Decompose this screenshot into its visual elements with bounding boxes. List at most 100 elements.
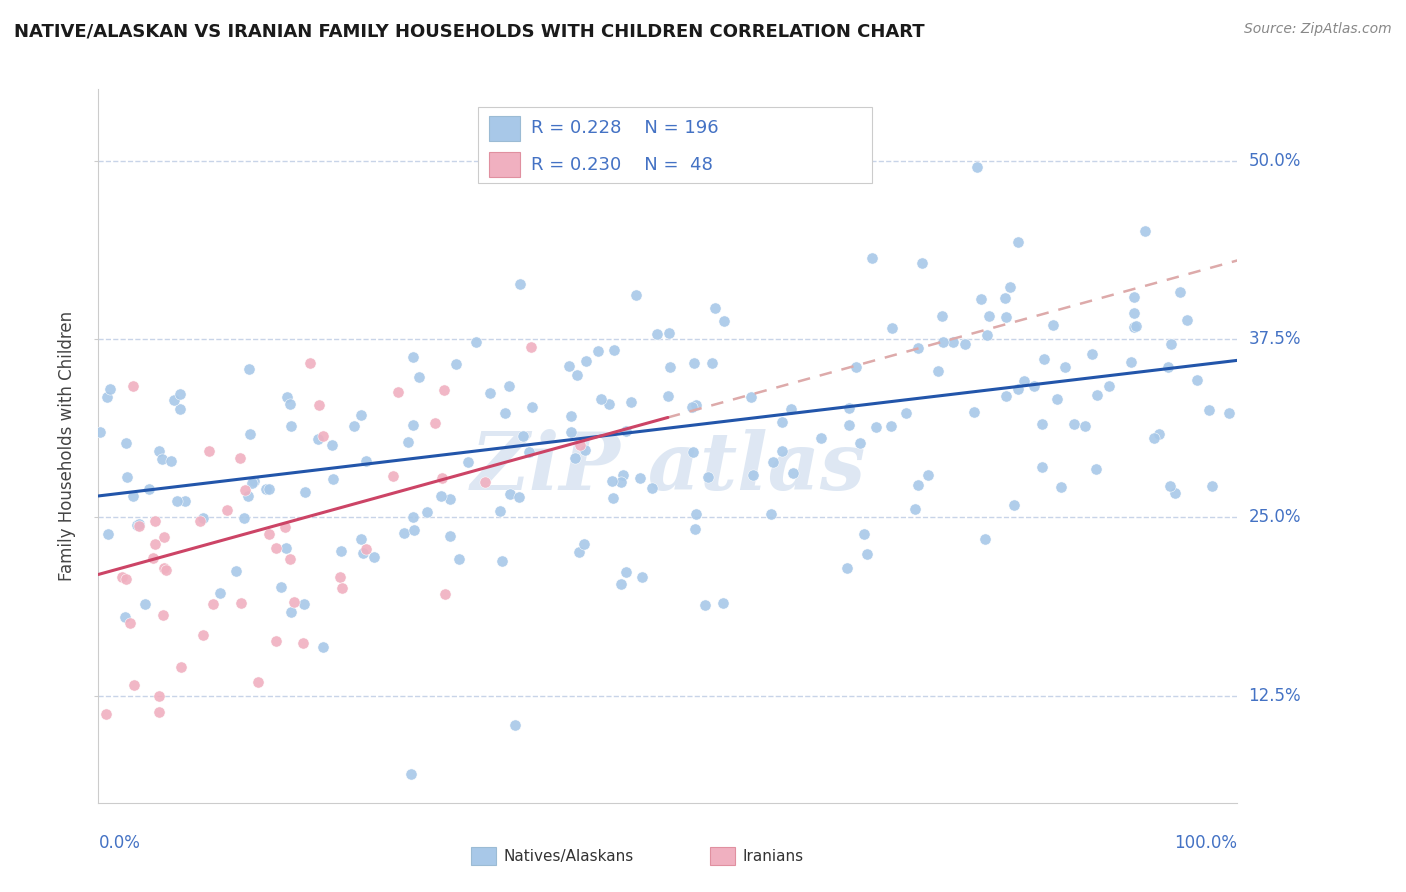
Point	[191, 628, 214, 642]
Point	[1143, 431, 1166, 445]
Point	[166, 494, 188, 508]
Text: 100.0%: 100.0%	[1174, 834, 1237, 852]
Point	[1170, 285, 1192, 300]
Point	[264, 541, 287, 555]
Point	[838, 417, 860, 432]
Point	[904, 501, 927, 516]
Point	[641, 481, 664, 495]
Point	[998, 280, 1021, 294]
Point	[568, 438, 591, 452]
Point	[399, 767, 422, 781]
Point	[1122, 306, 1144, 320]
Point	[125, 517, 148, 532]
Point	[1187, 373, 1209, 387]
Point	[770, 444, 793, 458]
Point	[273, 520, 295, 534]
Point	[478, 386, 501, 401]
Point	[115, 470, 138, 484]
Point	[620, 395, 643, 409]
Point	[283, 594, 305, 608]
Point	[114, 572, 136, 586]
Point	[614, 425, 637, 439]
Point	[522, 400, 544, 414]
Point	[610, 576, 633, 591]
Point	[1063, 417, 1085, 432]
Point	[1201, 478, 1223, 492]
Point	[240, 476, 263, 491]
Point	[970, 292, 993, 306]
Point	[321, 437, 343, 451]
Point	[602, 491, 624, 506]
Point	[860, 251, 883, 265]
Text: Natives/Alaskans: Natives/Alaskans	[503, 849, 634, 863]
Point	[415, 505, 437, 519]
Point	[782, 466, 804, 480]
Point	[1160, 337, 1182, 351]
Point	[838, 401, 860, 415]
Text: NATIVE/ALASKAN VS IRANIAN FAMILY HOUSEHOLDS WITH CHILDREN CORRELATION CHART: NATIVE/ALASKAN VS IRANIAN FAMILY HOUSEHO…	[14, 22, 925, 40]
Point	[1218, 406, 1240, 420]
Point	[682, 445, 704, 459]
Point	[565, 368, 588, 382]
Point	[276, 390, 298, 404]
Point	[626, 288, 648, 302]
Point	[217, 503, 239, 517]
Point	[128, 517, 150, 532]
Point	[681, 400, 703, 414]
Point	[274, 541, 297, 556]
Point	[657, 389, 679, 403]
Point	[322, 472, 344, 486]
Point	[1007, 382, 1029, 396]
Point	[423, 416, 446, 430]
Point	[343, 419, 366, 434]
Point	[408, 370, 430, 384]
Point	[560, 409, 582, 424]
Point	[170, 660, 193, 674]
Text: 37.5%: 37.5%	[1249, 330, 1301, 348]
Point	[239, 426, 262, 441]
Point	[264, 634, 287, 648]
Point	[600, 474, 623, 488]
Point	[233, 483, 256, 497]
Point	[856, 547, 879, 561]
Point	[953, 336, 976, 351]
Point	[963, 405, 986, 419]
Point	[148, 444, 170, 458]
Point	[742, 467, 765, 482]
Point	[138, 482, 160, 496]
Point	[693, 598, 716, 612]
Point	[160, 454, 183, 468]
Text: R = 0.228    N = 196: R = 0.228 N = 196	[531, 120, 718, 137]
Point	[932, 334, 955, 349]
Point	[770, 415, 793, 429]
Point	[917, 468, 939, 483]
Point	[1157, 360, 1180, 375]
Point	[1085, 387, 1108, 401]
Point	[1053, 359, 1076, 374]
Point	[1042, 318, 1064, 332]
Point	[229, 450, 252, 465]
Point	[976, 328, 998, 343]
Point	[1012, 374, 1035, 388]
Point	[560, 425, 582, 439]
Point	[330, 544, 353, 558]
Point	[449, 551, 471, 566]
Point	[122, 378, 145, 392]
Point	[1159, 479, 1181, 493]
Point	[1133, 224, 1156, 238]
Point	[1031, 460, 1053, 475]
Point	[153, 560, 176, 574]
Text: 50.0%: 50.0%	[1249, 152, 1301, 169]
Point	[457, 455, 479, 469]
Point	[658, 326, 681, 341]
Point	[1081, 347, 1104, 361]
Point	[558, 359, 581, 374]
Point	[508, 490, 530, 504]
Point	[429, 489, 451, 503]
Point	[713, 314, 735, 328]
Point	[520, 340, 543, 354]
Point	[152, 530, 174, 544]
Point	[444, 357, 467, 371]
Point	[849, 435, 872, 450]
Point	[853, 526, 876, 541]
